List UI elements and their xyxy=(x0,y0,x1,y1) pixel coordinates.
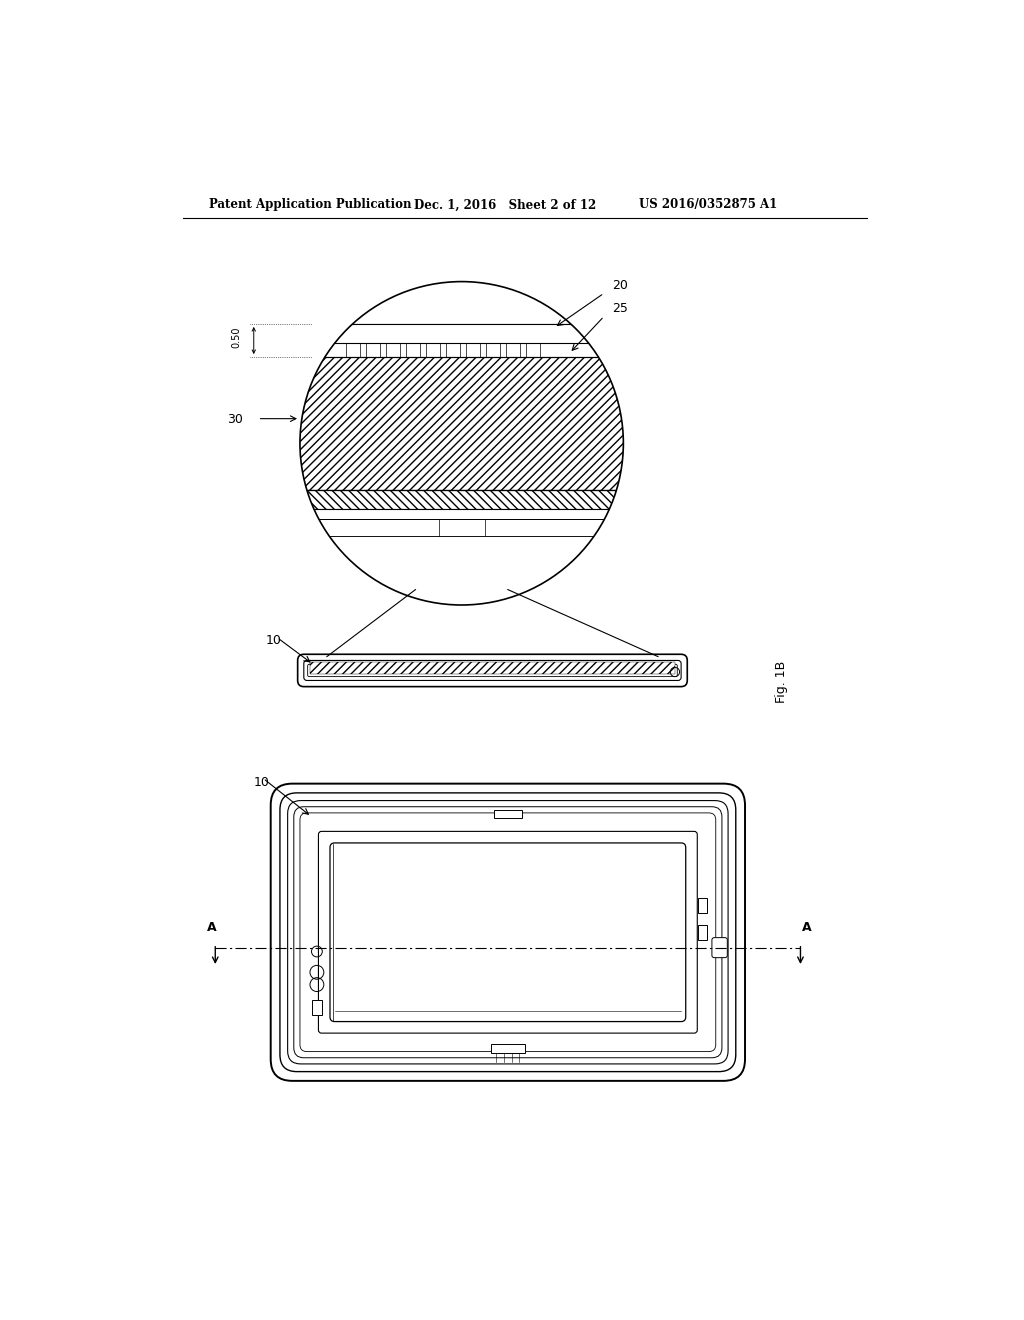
Bar xyxy=(490,1044,525,1053)
Text: 10: 10 xyxy=(265,634,282,647)
Bar xyxy=(386,343,400,358)
FancyBboxPatch shape xyxy=(298,655,687,686)
Bar xyxy=(296,323,628,343)
Bar xyxy=(426,343,440,358)
Text: Fig. 1B: Fig. 1B xyxy=(775,661,787,704)
Text: Patent Application Publication: Patent Application Publication xyxy=(209,198,412,211)
Bar xyxy=(494,810,521,817)
Bar xyxy=(407,343,420,358)
Text: A: A xyxy=(207,921,216,933)
Text: 10: 10 xyxy=(254,776,269,789)
Text: 20: 20 xyxy=(611,280,628,292)
Text: US 2016/0352875 A1: US 2016/0352875 A1 xyxy=(639,198,777,211)
Bar xyxy=(466,343,480,358)
Text: A: A xyxy=(802,921,811,933)
Bar xyxy=(296,508,628,519)
FancyBboxPatch shape xyxy=(304,660,681,681)
Bar xyxy=(296,323,628,343)
Bar xyxy=(312,1001,322,1015)
Bar xyxy=(698,898,708,913)
Bar xyxy=(506,343,520,358)
FancyBboxPatch shape xyxy=(307,664,677,677)
Text: 25: 25 xyxy=(611,302,628,315)
Bar xyxy=(526,343,541,358)
Bar xyxy=(310,663,675,675)
FancyBboxPatch shape xyxy=(300,813,716,1052)
Text: 0.50: 0.50 xyxy=(231,326,242,348)
FancyBboxPatch shape xyxy=(280,793,736,1072)
Bar xyxy=(296,519,628,536)
Circle shape xyxy=(300,281,624,605)
FancyBboxPatch shape xyxy=(712,937,727,958)
Text: 30: 30 xyxy=(226,413,243,425)
Bar xyxy=(296,356,628,490)
Bar xyxy=(367,343,380,358)
FancyBboxPatch shape xyxy=(318,832,697,1034)
Bar xyxy=(296,343,628,358)
Bar xyxy=(346,343,360,358)
Bar xyxy=(446,343,460,358)
Text: Dec. 1, 2016   Sheet 2 of 12: Dec. 1, 2016 Sheet 2 of 12 xyxy=(414,198,596,211)
FancyBboxPatch shape xyxy=(330,843,686,1022)
FancyBboxPatch shape xyxy=(270,784,745,1081)
Bar xyxy=(296,490,628,508)
Bar xyxy=(698,924,708,940)
FancyBboxPatch shape xyxy=(294,807,722,1057)
Bar xyxy=(486,343,500,358)
FancyBboxPatch shape xyxy=(288,800,728,1064)
